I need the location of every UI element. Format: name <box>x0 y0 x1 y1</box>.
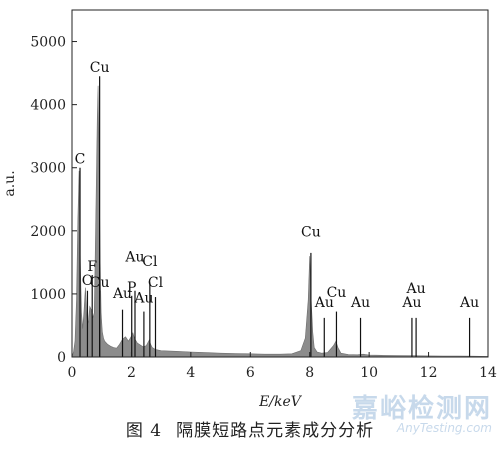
watermark-subtext: AnyTesting.com <box>396 421 492 435</box>
peak-label: Au <box>112 286 132 302</box>
x-tick-label: 10 <box>360 365 378 381</box>
x-tick-label: 14 <box>479 365 497 381</box>
y-tick-label: 5000 <box>30 35 66 51</box>
figure-caption: 图 4 隔膜短路点元素成分分析 <box>0 416 500 441</box>
y-tick-label: 3000 <box>30 161 66 177</box>
peak-label: Au <box>459 295 479 311</box>
peak-label: Cl <box>142 254 158 270</box>
peak-label: Cu <box>301 224 321 240</box>
axes-frame <box>71 9 489 358</box>
peak-label: F <box>87 259 97 275</box>
peak-label: Au <box>406 281 426 297</box>
peak-label: Au <box>133 291 153 307</box>
x-axis-label: E/keV <box>258 394 303 410</box>
figure-number: 图 4 <box>125 421 163 441</box>
x-tick-label: 8 <box>305 365 314 381</box>
y-tick-label: 0 <box>57 350 66 366</box>
y-axis-label: a.u. <box>2 170 18 196</box>
x-tick-label: 12 <box>420 365 438 381</box>
x-tick-label: 0 <box>68 365 77 381</box>
y-axis-ticks: 0 1000 2000 3000 4000 5000 <box>30 35 77 366</box>
peak-label: O <box>82 273 93 289</box>
y-tick-label: 1000 <box>30 287 66 303</box>
watermark-text: 嘉峪检测网 <box>351 394 492 424</box>
peak-label: P <box>127 280 136 296</box>
x-tick-label: 2 <box>127 365 136 381</box>
peak-label: Cu <box>90 60 110 76</box>
spectrum-area <box>71 85 489 358</box>
watermark-logo: 嘉峪检测网 AnyTesting.com <box>312 388 492 448</box>
peak-label: Cl <box>148 275 164 291</box>
peak-label: Au <box>350 295 370 311</box>
peak-label: C <box>75 152 86 168</box>
peak-label: Cu <box>327 285 347 301</box>
figure-caption-text: 隔膜短路点元素成分分析 <box>176 421 375 441</box>
peak-label: Au <box>401 295 421 311</box>
x-axis-ticks: 0 2 4 6 8 10 12 14 <box>68 352 497 381</box>
y-tick-label: 4000 <box>30 98 66 114</box>
peak-label: Cu <box>90 275 110 291</box>
x-tick-label: 4 <box>186 365 195 381</box>
x-tick-label: 6 <box>246 365 255 381</box>
y-tick-label: 2000 <box>30 224 66 240</box>
peak-label: Au <box>124 250 144 266</box>
peak-label: Au <box>314 295 334 311</box>
